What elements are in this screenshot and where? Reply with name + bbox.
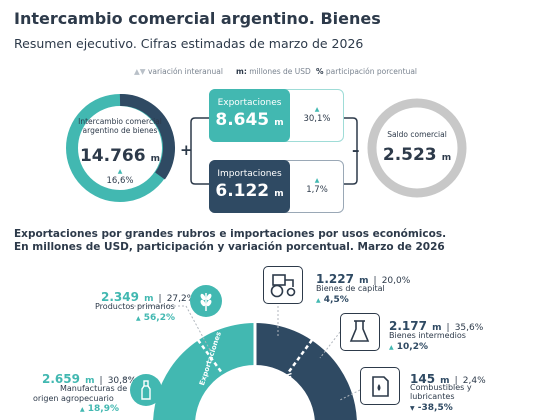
import-capital-value: 1.227 m | 20,0% xyxy=(316,272,411,286)
tractor-icon xyxy=(263,266,303,304)
donut-exports-arc xyxy=(153,323,255,420)
import-intermedios-label: Bienes intermedios xyxy=(389,331,466,340)
up-arrow-icon: ▲ xyxy=(316,297,321,304)
up-arrow-icon: ▲ xyxy=(314,106,320,113)
exports-value: 8.645 m xyxy=(215,110,284,130)
export-primarios-value: 2.349 m | 27,2% xyxy=(101,290,196,304)
export-primarios-var: ▲ 56,2% xyxy=(136,313,175,323)
up-arrow-icon: ▲ xyxy=(389,344,394,351)
saldo-label: Saldo comercial xyxy=(387,130,447,139)
down-arrow-icon: ▼ xyxy=(410,405,415,412)
import-intermedios-var: ▲ 10,2% xyxy=(389,342,428,352)
up-arrow-icon: ▲ xyxy=(136,315,141,322)
intercambio-ring-import-arc xyxy=(119,93,175,180)
import-combustibles-var: ▼ -38,5% xyxy=(410,403,453,413)
wheat-icon xyxy=(190,285,222,317)
export-primarios-label: Productos primarios xyxy=(95,302,175,311)
imports-label: Importaciones xyxy=(217,169,282,179)
page-title: Intercambio comercial argentino. Bienes xyxy=(14,9,381,28)
intercambio-label: Intercambio comercial argentino de biene… xyxy=(78,117,162,135)
up-arrow-icon: ▲ xyxy=(314,177,320,184)
import-combustibles-label: Combustibles y xyxy=(410,383,472,392)
section-title: Exportaciones por grandes rubros e impor… xyxy=(14,228,447,253)
rubros-donut xyxy=(153,320,357,420)
export-moa-label-2: origen agropecuario xyxy=(33,394,114,403)
page-subtitle: Resumen ejecutivo. Cifras estimadas de m… xyxy=(14,36,364,51)
export-moa-var: ▲ 18,9% xyxy=(80,404,119,414)
saldo-ring xyxy=(367,98,467,198)
minus-sign: – xyxy=(352,141,360,159)
export-moa-label: Manufacturas de xyxy=(60,384,128,393)
bracket-lines xyxy=(190,117,358,185)
imports-value: 6.122 m xyxy=(215,181,284,201)
import-combustibles-label-2: lubricantes xyxy=(410,392,455,401)
intercambio-ring xyxy=(66,93,175,202)
imports-var: ▲ 1,7% xyxy=(306,177,328,195)
up-arrow-icon: ▲ xyxy=(80,406,85,413)
saldo-value: 2.523 m xyxy=(382,145,452,165)
donut-imports-arc xyxy=(255,323,357,420)
flask-icon xyxy=(340,313,380,351)
variation-arrows-icon: ▲▼ xyxy=(134,67,146,76)
import-capital-label: Bienes de capital xyxy=(316,284,385,293)
intercambio-value: 14.766 m xyxy=(79,146,161,166)
up-arrow-icon: ▲ xyxy=(117,168,123,175)
exports-var: ▲ 30,1% xyxy=(303,106,331,124)
imports-box: Importaciones 6.122 m xyxy=(209,160,290,213)
legend-share: % participación porcentual xyxy=(316,67,418,76)
legend-variation: ▲▼ variación interanual xyxy=(134,67,223,76)
import-capital-var: ▲ 4,5% xyxy=(316,295,349,305)
import-intermedios-value: 2.177 m | 35,6% xyxy=(389,319,484,333)
bottle-icon xyxy=(130,374,162,406)
exports-box: Exportaciones 8.645 m xyxy=(209,89,290,142)
legend-millions: m: millones de USD xyxy=(236,67,311,76)
intercambio-var: ▲ 16,6% xyxy=(106,168,134,186)
export-moa-value: 2.659 m | 30,8% xyxy=(42,372,137,386)
plus-sign: + xyxy=(180,141,193,159)
import-combustibles-value: 145 m | 2,4% xyxy=(410,372,486,386)
exports-label: Exportaciones xyxy=(217,98,282,108)
fuel-can-icon xyxy=(360,367,400,405)
